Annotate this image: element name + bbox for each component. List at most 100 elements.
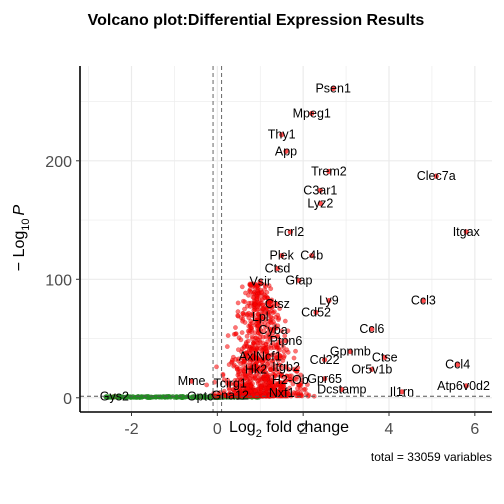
gene-label-ccl4: Ccl4 [445, 358, 470, 372]
point-sig [240, 311, 246, 316]
point-sig [268, 314, 274, 320]
gene-label-cd52: Cd52 [301, 305, 331, 319]
point-sig [204, 382, 210, 388]
point-sig [270, 310, 276, 316]
y-tick-label: 0 [63, 391, 72, 408]
point-sig [295, 390, 301, 395]
chart-title: Volcano plot:Differential Expression Res… [88, 12, 425, 29]
gene-label-atp6v0d2: Atp6v0d2 [437, 379, 490, 393]
point-sig [235, 300, 241, 306]
point-sig [265, 339, 270, 344]
point-sig [214, 364, 219, 370]
gene-label-app: App [275, 144, 297, 158]
point-sig [270, 358, 276, 364]
x-axis-title-rest: fold change [262, 419, 349, 436]
gene-label-plek: Plek [270, 249, 295, 263]
point-sig [277, 338, 283, 343]
gene-label-gna12: Gna12 [211, 388, 249, 402]
x-axis-title-main: Log [229, 419, 256, 436]
point-sig [248, 281, 254, 287]
gene-label-mme: Mme [178, 374, 206, 388]
y-axis-title-prefix: − Log [11, 231, 28, 271]
gene-label-gfap: Gfap [285, 273, 312, 287]
gene-label-trem2: Trem2 [311, 164, 347, 178]
point-sig [239, 284, 245, 290]
point-sig [231, 331, 237, 337]
point-sig [266, 301, 272, 307]
gene-label-il1rn: Il1rn [390, 385, 414, 399]
point-sig [293, 377, 299, 382]
point-sig [258, 327, 264, 333]
gene-label-lpl: Lpl [252, 310, 269, 324]
gene-label-lyz2: Lyz2 [307, 196, 333, 210]
point-sig [226, 362, 232, 367]
gene-label-gys2: Gys2 [100, 390, 129, 404]
point-sig [243, 290, 248, 296]
point-sig [253, 339, 259, 345]
gene-label-fcrl2: Fcrl2 [276, 225, 304, 239]
gene-label-h2-ob: H2-Ob [272, 373, 309, 387]
point-sig [282, 333, 288, 339]
point-sig [265, 330, 270, 336]
gene-label-hk2: Hk2 [245, 362, 267, 376]
point-sig [268, 345, 274, 351]
gene-label-mpeg1: Mpeg1 [293, 106, 331, 120]
point-sig [258, 347, 264, 353]
point-sig [246, 292, 251, 298]
point-sig [225, 333, 231, 339]
gene-label-or5v1b: Or5v1b [351, 362, 392, 376]
point-sig [248, 325, 254, 330]
gene-label-ptpn6: Ptpn6 [270, 334, 303, 348]
point-sig [243, 341, 249, 347]
point-sig [256, 377, 262, 383]
gene-label-ccl6: Ccl6 [359, 322, 384, 336]
y-axis-title-var: P [11, 204, 28, 215]
point-sig [260, 343, 266, 349]
point-fc [125, 395, 130, 400]
y-tick-label: 100 [45, 272, 72, 289]
gene-label-thy1: Thy1 [268, 128, 296, 142]
point-sig [271, 352, 277, 358]
point-sig [248, 289, 253, 295]
x-tick-label: 4 [385, 421, 394, 438]
point-fc [146, 394, 151, 399]
point-sig [245, 303, 250, 309]
x-tick-label: 6 [470, 421, 479, 438]
y-axis-title-sub: 10 [20, 218, 32, 230]
point-sig [233, 325, 238, 330]
point-sig [281, 349, 287, 354]
gene-label-cd22: Cd22 [310, 353, 340, 367]
point-sig [252, 388, 258, 393]
point-sig [237, 383, 243, 389]
point-sig [238, 337, 244, 343]
point-sig [260, 334, 266, 340]
point-sig [302, 386, 308, 392]
point-sig [235, 347, 241, 353]
gene-label-psen1: Psen1 [315, 82, 350, 96]
point-sig [277, 306, 283, 311]
point-sig [238, 361, 244, 367]
x-axis-title: Log2 fold change [229, 419, 349, 440]
gene-label-clec7a: Clec7a [417, 169, 456, 183]
point-sig [270, 304, 276, 309]
point-sig [239, 330, 245, 336]
point-sig [275, 312, 281, 318]
x-tick-label: -2 [124, 421, 138, 438]
point-sig [234, 364, 240, 370]
point-sig [250, 311, 256, 317]
point-sig [242, 299, 248, 305]
x-tick-label: 0 [213, 421, 222, 438]
point-sig [277, 347, 282, 353]
gene-label-nxf1: Nxf1 [269, 386, 295, 400]
point-sig [253, 349, 259, 355]
point-sig [250, 393, 256, 398]
gene-label-vsir: Vsir [249, 275, 271, 289]
point-sig [280, 344, 286, 350]
gene-label-axl: Axl [239, 349, 256, 363]
point-sig [254, 296, 260, 302]
point-sig [264, 289, 270, 295]
gene-label-ccl3: Ccl3 [411, 294, 436, 308]
gene-label-itgb2: Itgb2 [272, 360, 300, 374]
